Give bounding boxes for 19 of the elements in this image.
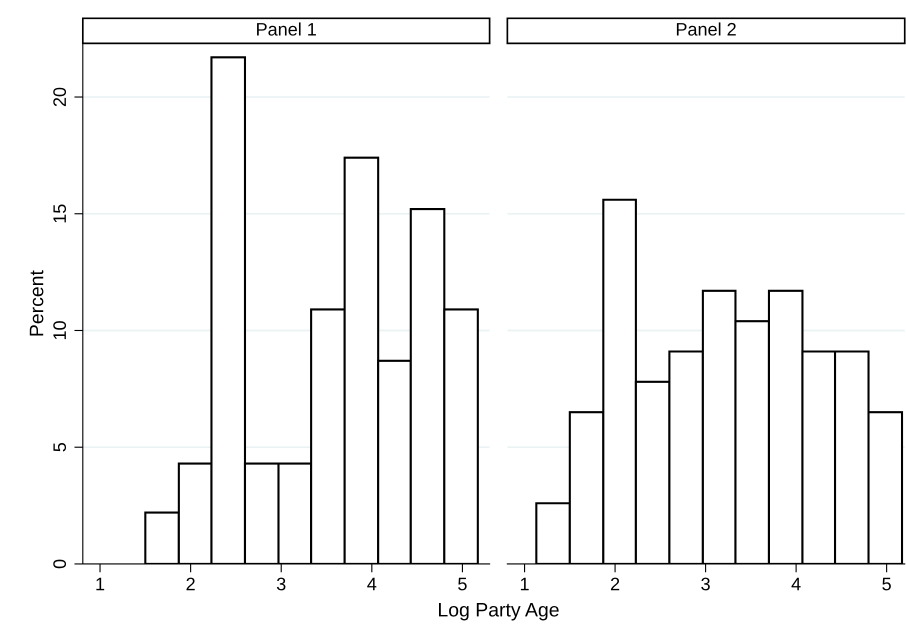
y-tick-label: 0 xyxy=(53,560,66,568)
y-axis-title: Percent xyxy=(30,270,44,336)
x-tick-label: 4 xyxy=(367,578,376,590)
y-tick-label: 15 xyxy=(53,204,66,222)
x-tick-label: 3 xyxy=(276,578,286,590)
x-tick-label: 2 xyxy=(610,578,620,590)
x-tick-label: 5 xyxy=(882,578,891,590)
x-tick-label: 2 xyxy=(186,578,195,590)
y-tick-label: 5 xyxy=(53,442,66,452)
x-tick-label: 1 xyxy=(96,578,104,590)
y-tick-label: 10 xyxy=(53,321,66,340)
y-tick-label: 20 xyxy=(53,88,66,106)
x-tick-label: 3 xyxy=(701,578,710,590)
chart-title: Panel 1 xyxy=(257,22,316,36)
chart-title: Panel 2 xyxy=(676,22,736,36)
x-tick-label: 1 xyxy=(520,578,529,590)
x-tick-label: 5 xyxy=(458,578,467,590)
x-axis-title: Log Party Age xyxy=(439,603,559,620)
x-tick-label: 4 xyxy=(792,578,801,590)
